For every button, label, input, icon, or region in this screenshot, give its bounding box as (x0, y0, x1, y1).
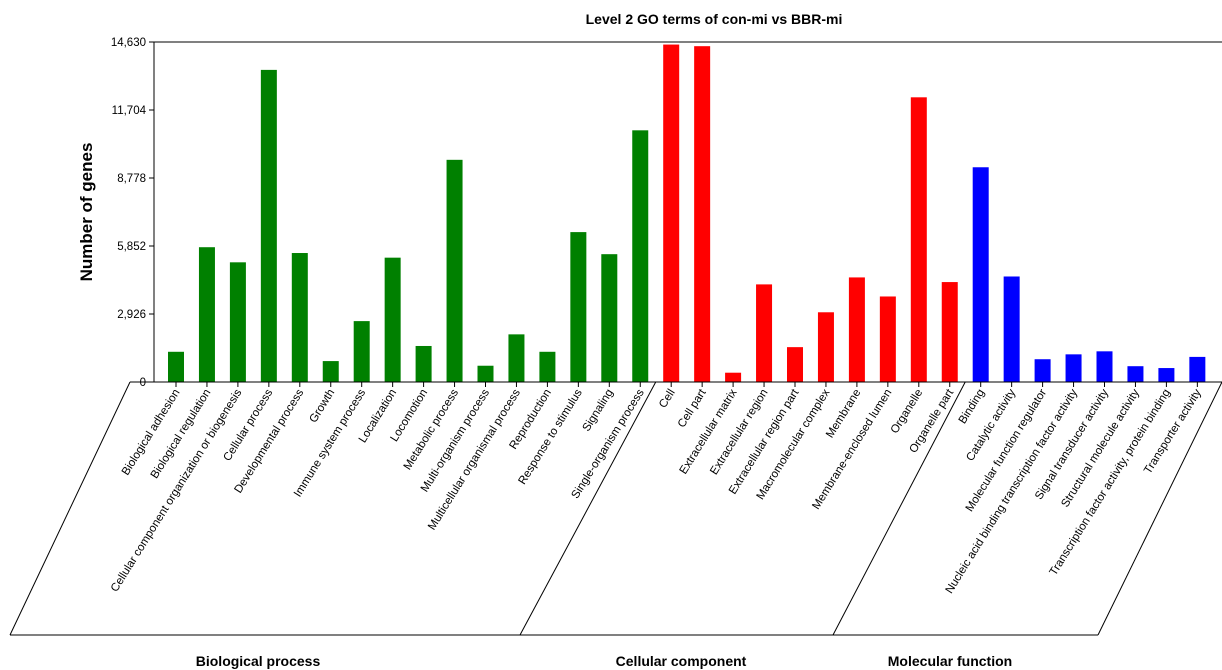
bar (632, 130, 649, 382)
y-tick-label: 8,778 (117, 173, 146, 185)
bar (384, 257, 401, 382)
bar (322, 361, 339, 382)
bar (1065, 354, 1082, 382)
x-tick-label: Cell (657, 387, 678, 410)
group-separator-line (832, 381, 966, 636)
bar (1096, 351, 1113, 382)
bars-layer (168, 44, 1206, 382)
bar (446, 159, 463, 382)
bar (941, 282, 958, 382)
y-axis-label: Number of genes (77, 143, 96, 282)
x-tick-label: Cell part (676, 387, 709, 430)
chart-title: Level 2 GO terms of con-mi vs BBR-mi (586, 11, 843, 27)
x-tick-label: Signaling (581, 387, 616, 433)
y-tick-label: 0 (140, 377, 146, 389)
bar (1003, 276, 1020, 382)
x-tick-label: Cellular component organization or bioge… (109, 387, 245, 594)
y-tick-label: 14,630 (111, 37, 146, 49)
bar (1034, 359, 1051, 382)
bar (1158, 368, 1175, 382)
bar (508, 334, 525, 382)
bar (848, 277, 865, 382)
x-tick-label: Biological adhesion (120, 387, 183, 477)
bar (694, 46, 711, 382)
bar (663, 44, 680, 382)
bar (168, 351, 184, 382)
bar (725, 372, 742, 382)
bar (353, 321, 370, 382)
bar (756, 284, 773, 382)
y-tick-label: 5,852 (117, 241, 146, 253)
y-tick-label: 11,704 (112, 105, 147, 117)
x-tick-label: Transcription factor activity, protein b… (1048, 387, 1173, 578)
y-tick-label: 2,926 (117, 309, 146, 321)
group-separator-line (1097, 381, 1222, 636)
x-tick-label: Metabolic process (402, 387, 461, 472)
bar (260, 69, 277, 382)
bar (972, 167, 989, 382)
bar (539, 351, 556, 382)
x-tick-label: Binding (957, 387, 988, 426)
bar (1189, 356, 1206, 382)
y-axis: 0 2,926 5,852 8,778 11,704 14,630 (111, 37, 1222, 389)
group-label: Molecular function (888, 653, 1012, 669)
bar (910, 97, 927, 382)
bar (291, 253, 308, 382)
bar (229, 262, 246, 382)
bar (477, 365, 494, 382)
x-tick-label: Growth (307, 387, 337, 425)
group-brackets: Biological process Cellular component Mole… (9, 381, 1222, 669)
bar (1127, 366, 1144, 382)
x-tick-label: Extracellular matrix (678, 387, 740, 476)
x-tick-label: Extracellular region (708, 387, 770, 477)
bar (787, 347, 803, 382)
group-separator-line (9, 381, 131, 636)
bar (817, 312, 834, 382)
x-tick-label: Transporter activity (1142, 387, 1204, 476)
x-tick-label: Biological regulation (149, 387, 214, 481)
bar (601, 254, 618, 382)
bar (879, 296, 896, 382)
bar (415, 345, 432, 382)
group-label: Biological process (196, 653, 321, 669)
bar (198, 247, 215, 382)
group-label: Cellular component (616, 653, 747, 669)
group-separator-line (519, 381, 657, 636)
bar (570, 232, 587, 382)
